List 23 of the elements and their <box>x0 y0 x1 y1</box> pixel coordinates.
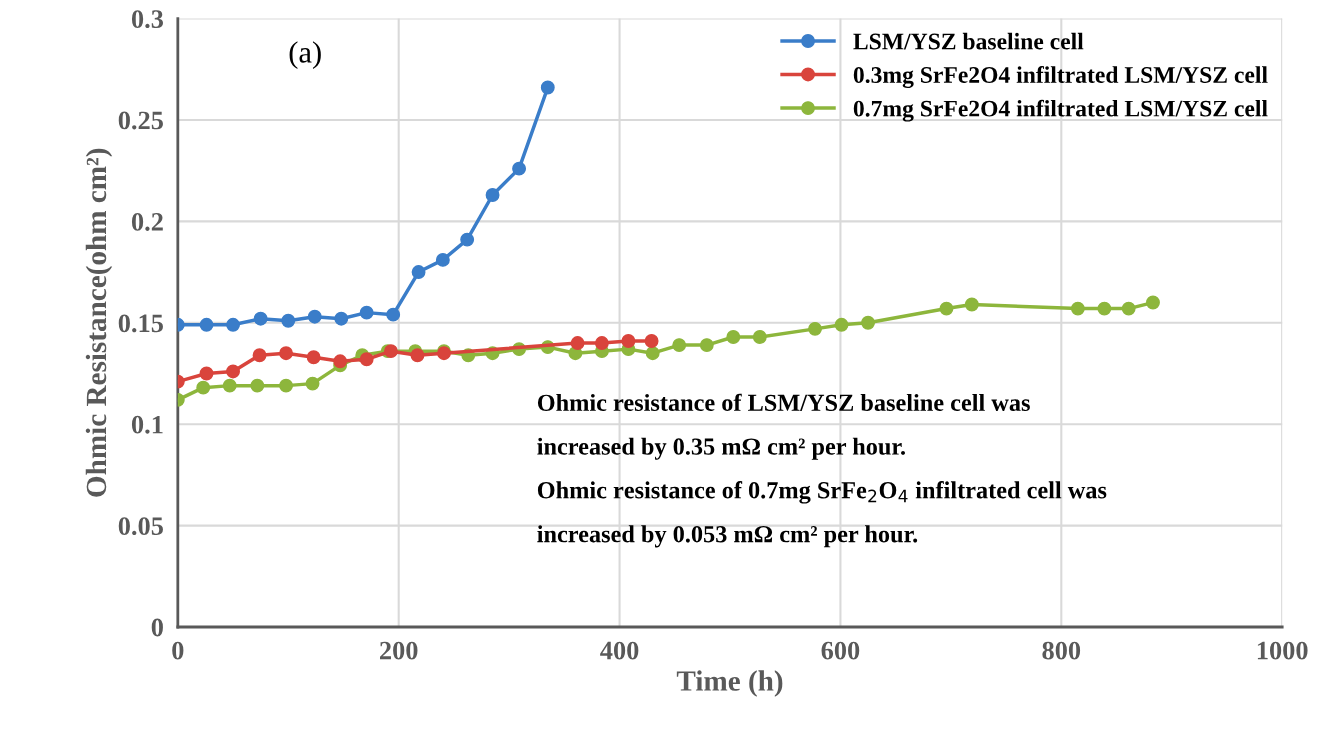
y-tick-label: 0.3 <box>131 10 164 29</box>
legend-label: 0.7mg SrFe2O4 infiltrated LSM/YSZ cell <box>853 99 1268 122</box>
y-tick-label: 0.25 <box>118 111 163 130</box>
x-tick-label: 1000 <box>1257 641 1308 660</box>
y-tick-label: 0.05 <box>118 517 163 536</box>
annotation: Ohmic resistance of 0.7mg SrFe$_{2}$O$_{4}$ infiltrated cell was <box>537 481 1107 504</box>
x-tick-label: 400 <box>600 641 639 660</box>
y-tick-label: 0.2 <box>131 212 163 231</box>
annotation: (a) <box>289 41 321 69</box>
x-axis-title: Time (h) <box>676 670 783 697</box>
legend-label: LSM/YSZ baseline cell <box>853 32 1084 50</box>
annotation: Ohmic resistance of LSM/YSZ baseline cell was <box>537 393 1030 411</box>
y-tick-label: 0 <box>151 618 163 637</box>
y-axis-title: Ohmic Resistance(ohm cm²) <box>85 148 113 497</box>
annotation: increased by 0.35 mΩ cm² per hour. <box>537 437 905 460</box>
annotation: increased by 0.053 mΩ cm² per hour. <box>537 525 918 548</box>
x-tick-label: 0 <box>172 641 184 660</box>
legend-label: 0.3mg SrFe2O4 infiltrated LSM/YSZ cell <box>853 66 1268 88</box>
x-tick-label: 200 <box>380 641 418 660</box>
y-tick-label: 0.1 <box>131 415 163 434</box>
x-tick-label: 800 <box>1042 641 1081 660</box>
x-tick-label: 600 <box>821 641 860 660</box>
y-tick-label: 0.15 <box>118 314 163 333</box>
